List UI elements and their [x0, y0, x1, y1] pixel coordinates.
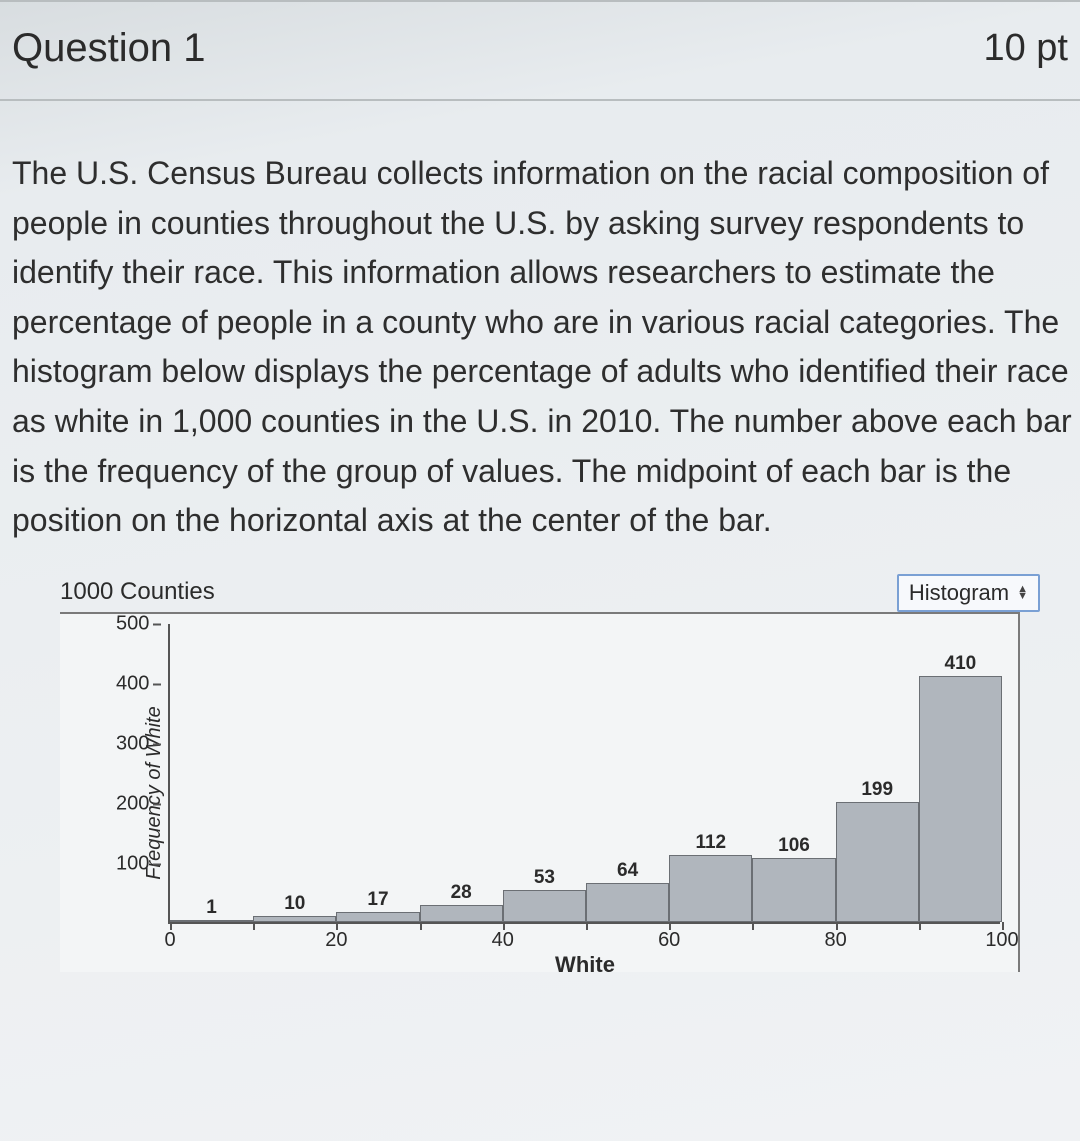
histogram-bar: 410	[919, 676, 1002, 922]
histogram-bar: 10	[253, 916, 336, 922]
x-tick-mark	[420, 922, 422, 930]
bar-value-label: 53	[534, 867, 555, 889]
bar-value-label: 410	[945, 653, 977, 675]
x-tick: 80	[824, 929, 846, 952]
histogram-bar: 53	[503, 890, 586, 922]
x-tick-mark	[752, 922, 754, 930]
x-tick: 0	[164, 929, 175, 952]
bar-value-label: 199	[861, 779, 893, 801]
y-tick: 100	[116, 852, 149, 875]
x-tick-mark	[253, 922, 255, 930]
bar-value-label: 10	[284, 893, 305, 915]
histogram-bar: 199	[836, 802, 919, 921]
x-tick: 40	[492, 929, 514, 952]
x-tick: 100	[985, 929, 1018, 952]
bar-value-label: 112	[695, 832, 726, 854]
histogram-bar: 17	[336, 912, 419, 922]
chart-type-dropdown[interactable]: Histogram ▲▼	[897, 574, 1040, 612]
question-points: 10 pt	[983, 27, 1068, 70]
chart-container: 1000 Counties Histogram ▲▼ Frequency of …	[60, 574, 1040, 972]
histogram-bar: 28	[420, 905, 503, 922]
bar-value-label: 17	[367, 889, 388, 911]
bar-value-label: 1	[206, 897, 217, 919]
bar-value-label: 106	[778, 835, 810, 857]
histogram-bar: 1	[170, 920, 253, 922]
stepper-icon: ▲▼	[1017, 586, 1028, 600]
question-header: Question 1 10 pt	[0, 2, 1080, 101]
plot-inner: White 1002003004005000204060801001101728…	[168, 624, 1000, 924]
histogram-bar: 112	[669, 855, 752, 922]
y-tick: 200	[116, 792, 149, 815]
bar-value-label: 64	[617, 860, 638, 882]
bar-value-label: 28	[451, 882, 472, 904]
x-axis-label: White	[555, 952, 615, 978]
chart-title: 1000 Counties	[60, 578, 215, 612]
x-tick-mark	[919, 922, 921, 930]
histogram-bar: 64	[586, 883, 669, 921]
dropdown-label: Histogram	[909, 580, 1009, 606]
chart-header: 1000 Counties Histogram ▲▼	[60, 574, 1040, 612]
histogram-bar: 106	[752, 858, 835, 922]
y-tick: 400	[116, 672, 149, 695]
x-tick: 60	[658, 929, 680, 952]
x-tick-mark	[586, 922, 588, 930]
y-tick: 300	[116, 732, 149, 755]
question-title: Question 1	[12, 26, 205, 71]
page: Question 1 10 pt The U.S. Census Bureau …	[0, 0, 1080, 1141]
question-body: The U.S. Census Bureau collects informat…	[0, 101, 1080, 546]
plot-area: Frequency of White White 100200300400500…	[60, 612, 1020, 972]
x-tick: 20	[325, 929, 347, 952]
y-tick: 500	[116, 612, 149, 635]
